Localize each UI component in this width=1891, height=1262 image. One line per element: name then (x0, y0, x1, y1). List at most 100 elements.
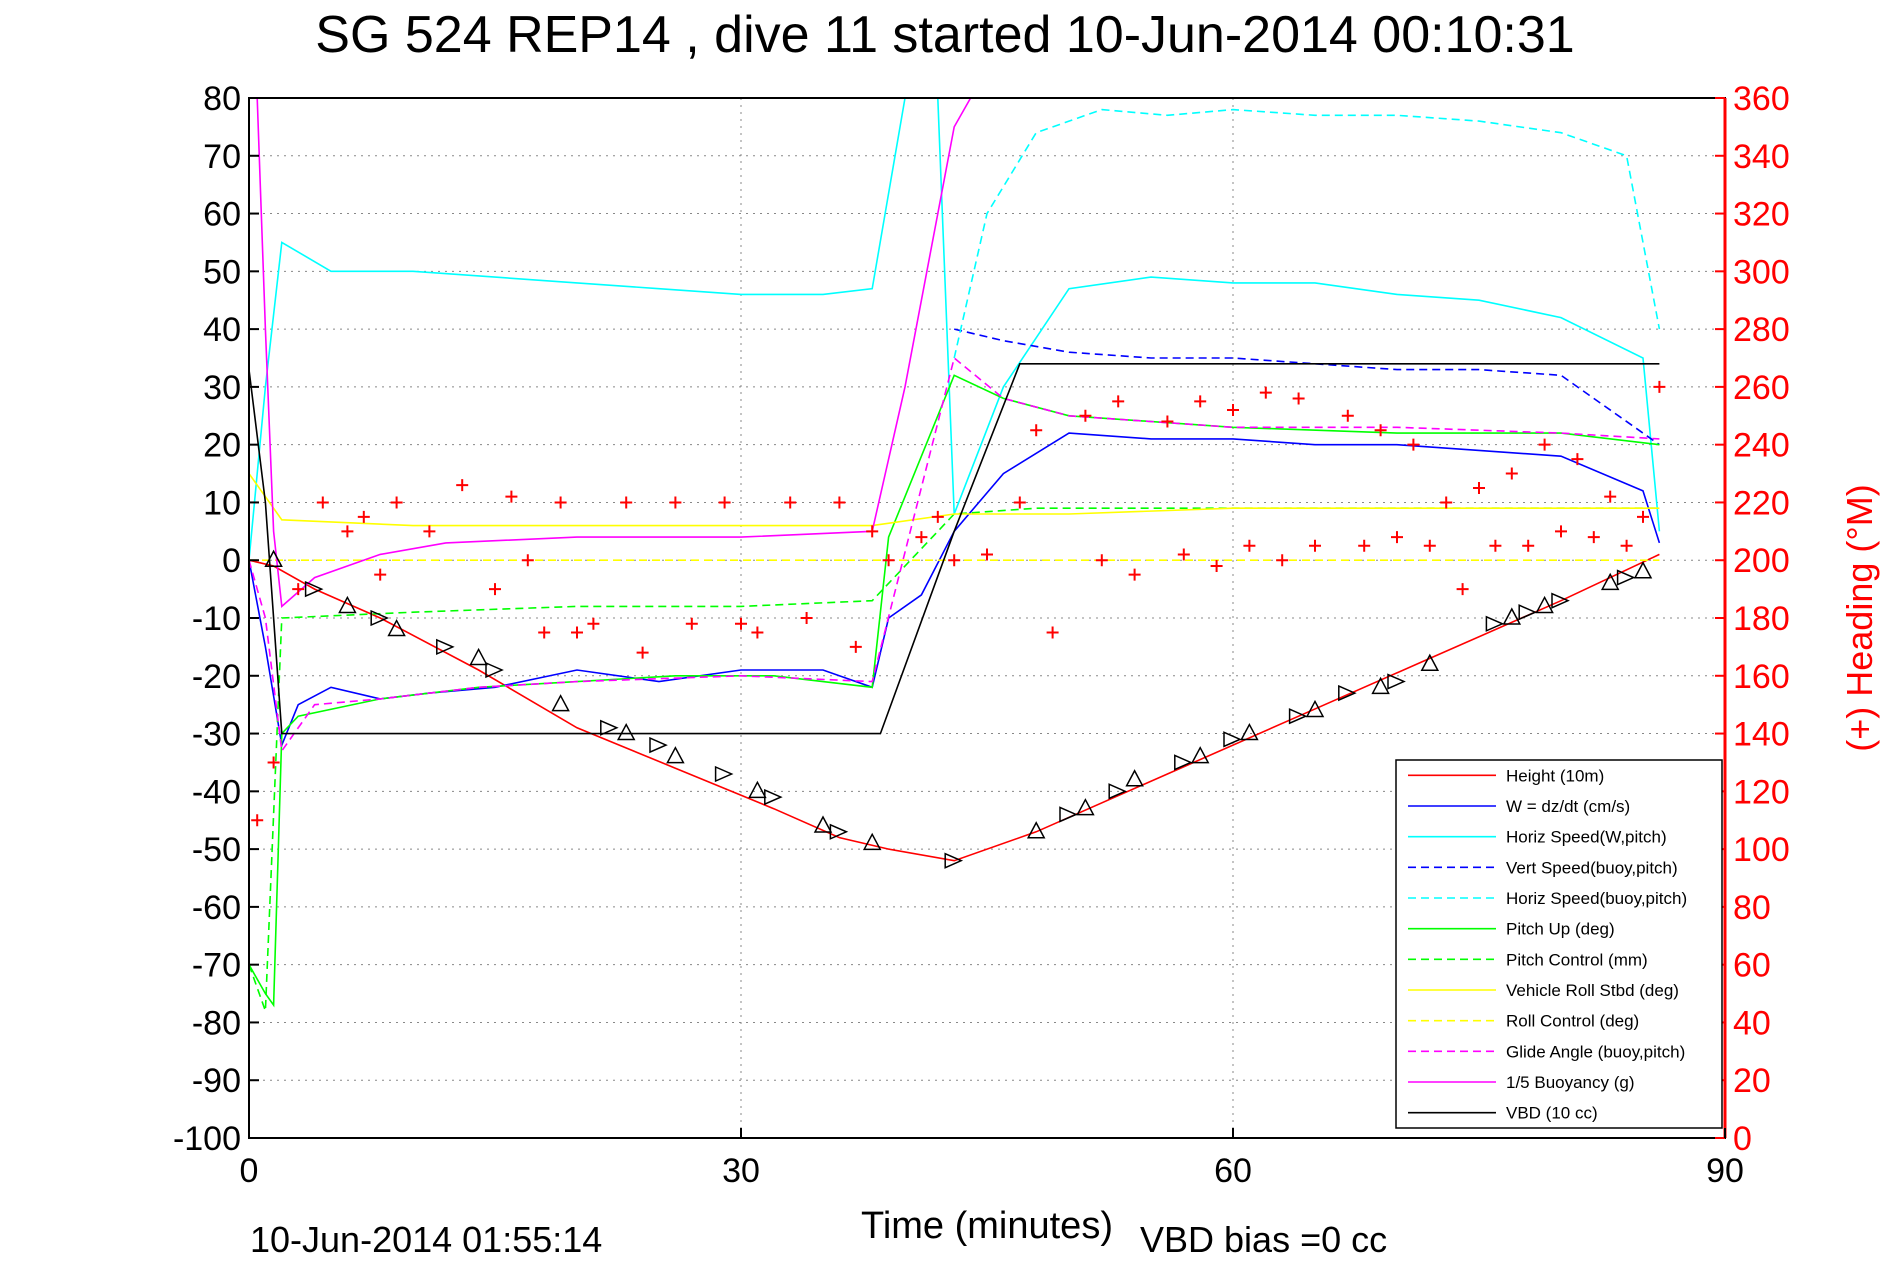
heading-point (390, 496, 403, 509)
right-tick-label: 20 (1733, 1062, 1771, 1100)
heading-point (1505, 467, 1518, 480)
left-tick-label: -90 (192, 1062, 241, 1100)
height-marker (764, 788, 783, 806)
left-tick-label: -30 (192, 716, 241, 754)
heading-point (948, 554, 961, 567)
height-marker (1518, 604, 1538, 621)
series-line-horiz-speed-buoy-pitch (953, 108, 1661, 359)
heading-point (1587, 531, 1600, 544)
heading-point (1161, 415, 1174, 428)
heading-point (1604, 490, 1617, 503)
heading-point (833, 496, 846, 509)
height-marker (1387, 673, 1406, 690)
height-marker (813, 815, 833, 833)
height-marker (304, 580, 324, 598)
height-marker (1502, 607, 1522, 625)
heading-point (1489, 539, 1502, 552)
legend-label: Vert Speed(buoy,pitch) (1506, 858, 1678, 877)
series-line-vert-speed-buoy-pitch (954, 328, 1660, 446)
height-marker (649, 736, 668, 754)
heading-point (718, 496, 731, 509)
height-marker (714, 765, 734, 783)
series-lines (248, 97, 1666, 1012)
heading-point (505, 490, 518, 503)
heading-point (1358, 539, 1371, 552)
height-marker (862, 832, 882, 851)
legend-label: Horiz Speed(W,pitch) (1506, 828, 1667, 847)
legend-label: Pitch Up (deg) (1506, 920, 1615, 939)
heading-point (423, 525, 436, 538)
height-marker (1338, 684, 1357, 702)
heading-point (1243, 539, 1256, 552)
heading-point (1292, 392, 1305, 405)
height-marker (485, 661, 504, 679)
right-tick-label: 140 (1733, 716, 1790, 754)
left-tick-label: 30 (203, 369, 241, 407)
height-marker (1059, 806, 1078, 823)
height-marker (1174, 754, 1193, 771)
heading-point (1276, 554, 1289, 567)
heading-point (1128, 568, 1141, 581)
right-tick-label: 360 (1733, 80, 1790, 118)
height-marker (829, 823, 849, 840)
right-tick-label: 300 (1733, 253, 1790, 291)
right-tick-label: 100 (1733, 831, 1790, 869)
height-marker (600, 719, 619, 736)
left-tick-label: -80 (192, 1004, 241, 1042)
heading-point (1112, 395, 1125, 408)
heading-point (620, 496, 633, 509)
height-marker (1026, 821, 1046, 839)
heading-point (521, 554, 534, 567)
height-marker (1240, 722, 1259, 741)
left-tick-label: -70 (192, 947, 241, 985)
heading-point (685, 617, 698, 630)
series-line-height-10m (248, 553, 1660, 862)
legend: Height (10m) W = dz/dt (cm/s) Horiz Speed(… (1395, 759, 1723, 1129)
right-tick-label: 280 (1733, 311, 1790, 349)
heading-point (1227, 404, 1239, 416)
legend-box (1395, 759, 1723, 1129)
heading-point (1079, 409, 1092, 422)
heading-point (1309, 539, 1321, 552)
x-tick-label: 90 (1706, 1152, 1744, 1190)
right-tick-label: 220 (1733, 484, 1790, 522)
height-markers (264, 549, 1653, 869)
heading-point (1522, 539, 1535, 552)
left-tick-label: -10 (192, 600, 241, 638)
heading-point (1620, 539, 1633, 552)
right-tick-label: 60 (1733, 947, 1771, 985)
height-marker (1190, 746, 1210, 764)
heading-point (292, 583, 305, 596)
heading-point (357, 510, 370, 523)
heading-point (1374, 424, 1387, 437)
left-tick-label: 70 (203, 138, 241, 176)
height-marker (1371, 676, 1390, 695)
heading-point (981, 548, 993, 561)
series-line-1-5-buoyancy-g (256, 97, 972, 609)
height-marker (748, 780, 767, 799)
heading-point (931, 510, 944, 523)
x-axis-label: Time (minutes) (861, 1205, 1113, 1247)
heading-point (1177, 548, 1190, 561)
left-tick-label: 60 (203, 196, 241, 234)
heading-point (1423, 539, 1436, 552)
left-tick-label: 0 (222, 542, 241, 580)
height-marker (1485, 615, 1505, 632)
height-marker (1223, 731, 1242, 748)
legend-label: Pitch Control (mm) (1506, 950, 1648, 969)
heading-point (1456, 583, 1469, 596)
height-marker (1108, 783, 1128, 800)
heading-point (538, 626, 551, 639)
height-marker (616, 722, 636, 741)
heading-point (1013, 496, 1026, 509)
legend-label: Glide Angle (buoy,pitch) (1506, 1042, 1685, 1061)
heading-point (316, 496, 329, 509)
heading-point (374, 568, 387, 581)
heading-point (1194, 395, 1207, 408)
heading-point (1030, 424, 1043, 437)
height-marker (1616, 569, 1636, 586)
height-marker (1551, 592, 1570, 609)
height-marker (944, 852, 964, 869)
legend-label: Horiz Speed(buoy,pitch) (1506, 889, 1687, 908)
height-marker (469, 647, 488, 666)
